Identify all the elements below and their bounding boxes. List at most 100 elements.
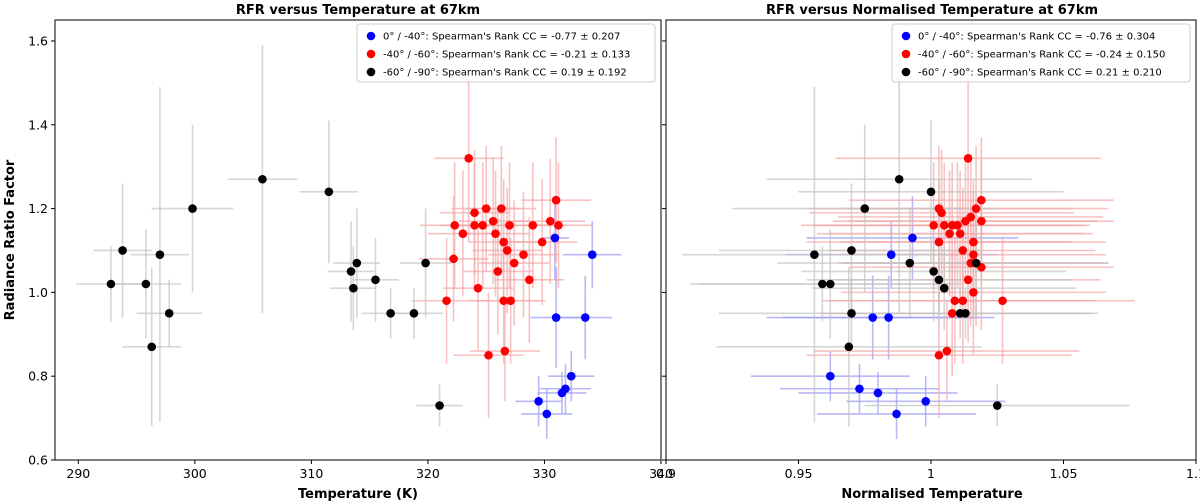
left-series-2-point-6: [421, 258, 430, 268]
right-panel: RFR versus Normalised Temperature at 67k…: [656, 3, 1200, 502]
left-series-1-point-10: [528, 221, 538, 230]
left-series-2-point-10: [141, 279, 151, 289]
right-series-1-point-9: [953, 221, 962, 230]
left-y-tick-label-4: 1.4: [28, 117, 48, 132]
left-series-0-point-8: [542, 409, 552, 419]
right-series-2-point-3: [847, 246, 856, 255]
right-series-2-point-15: [844, 342, 854, 352]
left-legend: 0° / -40°: Spearman's Rank CC = -0.77 ± …: [356, 23, 656, 83]
left-series-2-point-14: [409, 309, 419, 318]
right-series-1-point-12: [945, 229, 954, 239]
right-series-2-point-7: [929, 267, 938, 276]
left-x-tick-label-4: 330: [533, 466, 557, 481]
left-series-2-point-9: [106, 279, 116, 289]
right-series-2-point-1: [926, 187, 936, 197]
right-plot-area: 0.9 0.95 1 1.05 1.1: [656, 19, 1200, 481]
left-x-tick-label-1: 300: [183, 466, 207, 481]
right-series-0-point-4: [826, 371, 835, 381]
left-series-1-point-15: [499, 237, 508, 247]
left-legend-label-2: -60° / -90°: Spearman's Rank CC = 0.19 ±…: [383, 68, 627, 79]
right-series-0-point-7: [921, 397, 930, 406]
left-series-2-point-0: [258, 174, 267, 184]
right-series-1-point-11: [977, 216, 986, 226]
right-series-1-point-1: [977, 195, 986, 205]
right-series-1-point-22: [950, 296, 960, 306]
left-axes-frame: [54, 19, 662, 461]
left-y-tick-label-2: 1.0: [28, 285, 48, 300]
left-series-2-point-11: [349, 283, 358, 293]
left-series-0-point-2: [551, 313, 561, 322]
left-series-2-point-12: [164, 309, 174, 318]
right-series-1-point-0: [963, 153, 973, 163]
right-series-0-point-5: [855, 384, 864, 394]
right-series-1-point-27: [942, 346, 952, 356]
left-series-1-point-11: [545, 216, 555, 226]
left-series-1-point-2: [481, 204, 491, 213]
left-series-1-point-27: [500, 346, 510, 356]
left-series-1-point-4: [470, 208, 479, 218]
left-series-1-point-18: [519, 250, 528, 259]
right-series-0-point-8: [892, 409, 901, 419]
right-legend-label-2: -60° / -90°: Spearman's Rank CC = 0.21 ±…: [918, 68, 1162, 79]
right-x-tick-label-3: 1.05: [1050, 466, 1078, 481]
right-series-2-point-8: [934, 275, 944, 285]
right-legend-marker-2: [901, 67, 911, 77]
right-legend-marker-0: [901, 31, 911, 41]
right-series-1-point-10: [961, 216, 970, 226]
right-series-1-point-28: [934, 350, 944, 360]
right-series-1-point-21: [963, 275, 973, 285]
right-series-1-point-4: [937, 208, 946, 218]
left-series-2-point-7: [346, 267, 356, 276]
left-series-1-point-13: [458, 229, 468, 239]
right-series-1-point-25: [998, 296, 1007, 306]
left-y-tick-label-5: 1.6: [28, 33, 48, 48]
right-series-1-point-24: [969, 288, 978, 297]
right-legend-label-0: 0° / -40°: Spearman's Rank CC = -0.76 ± …: [918, 32, 1155, 43]
left-series-1-point-14: [491, 229, 500, 239]
right-series-2-point-12: [847, 309, 856, 318]
left-series-1-point-16: [537, 237, 547, 247]
left-plot-area: 290 300 310 320 330 340 0.6 0.8 1.0 1.2 1.4 1.6: [28, 19, 673, 481]
right-series-1-point-26: [947, 309, 957, 318]
left-series-1-point-22: [525, 275, 534, 285]
left-series-1-point-24: [442, 296, 451, 306]
left-series-1-point-12: [554, 221, 563, 230]
right-series-1-point-7: [939, 221, 949, 230]
left-series-0-point-4: [566, 371, 576, 381]
right-legend: 0° / -40°: Spearman's Rank CC = -0.76 ± …: [891, 23, 1191, 83]
left-x-tick-label-2: 310: [299, 466, 323, 481]
left-series-1-point-8: [478, 221, 487, 230]
left-series-1-point-3: [497, 204, 506, 213]
left-x-tick-label-3: 320: [416, 466, 440, 481]
left-series-1-point-7: [470, 221, 479, 230]
left-panel: RFR versus Temperature at 67km Temperatu…: [3, 3, 673, 502]
left-series-2-point-15: [147, 342, 157, 352]
left-legend-box: [356, 23, 656, 83]
left-series-2-point-16: [435, 401, 444, 410]
left-series-2-point-5: [352, 258, 362, 268]
right-series-2-point-4: [810, 250, 819, 259]
right-series-1-point-16: [958, 246, 968, 255]
left-series-0-point-0: [550, 233, 560, 243]
right-x-tick-label-0: 0.9: [656, 466, 676, 481]
left-y-tick-label-0: 0.6: [28, 453, 48, 468]
left-y-tick-label-1: 0.8: [28, 369, 48, 384]
left-series-0-point-6: [557, 388, 567, 398]
right-series-1-point-13: [955, 229, 965, 239]
left-series-1-point-26: [506, 296, 515, 306]
right-series-0-point-6: [873, 388, 883, 398]
left-series-2-point-1: [324, 187, 334, 197]
left-series-1-point-5: [488, 216, 498, 226]
left-x-tick-label-5: 340: [649, 466, 673, 481]
right-x-tick-label-2: 1: [927, 466, 935, 481]
left-chart-title: RFR versus Temperature at 67km: [236, 3, 480, 18]
right-series-2-point-11: [939, 283, 949, 293]
left-legend-label-0: 0° / -40°: Spearman's Rank CC = -0.77 ± …: [383, 32, 620, 43]
left-series-2-point-4: [155, 250, 165, 259]
left-series-2-point-2: [188, 204, 197, 213]
left-series-1-point-0: [464, 153, 474, 163]
left-series-2-point-3: [118, 246, 127, 255]
right-series-0-point-3: [884, 313, 893, 322]
right-series-1-point-6: [929, 221, 938, 230]
